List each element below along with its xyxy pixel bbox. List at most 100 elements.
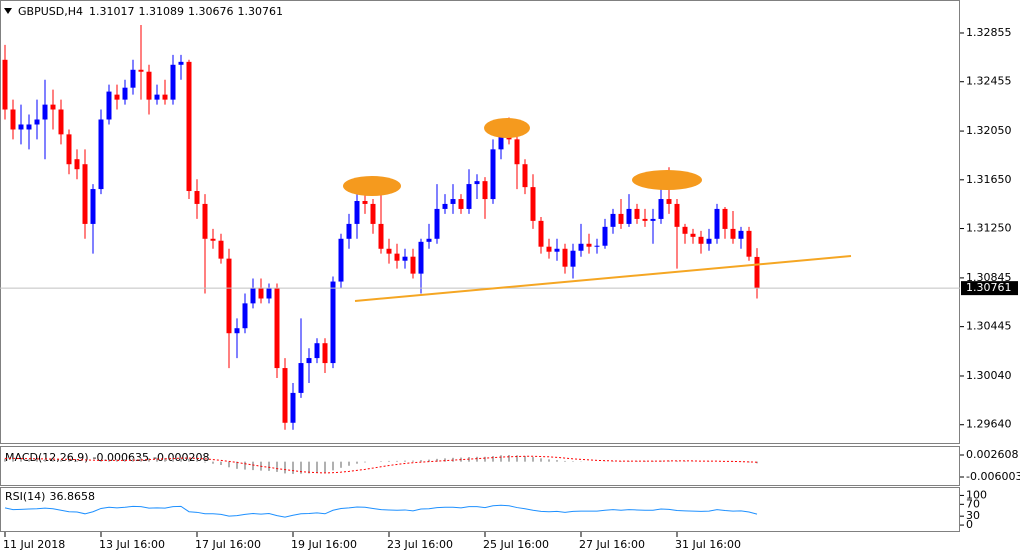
candle-body [234,328,240,334]
y-tick-label: 100 [966,488,987,501]
candle-body [170,64,176,100]
candle-body [586,243,592,247]
candle-body [26,124,32,130]
y-tick-label: 1.31250 [966,222,1012,235]
shoulder-ellipse [343,176,401,196]
candle-body [298,363,304,393]
rsi-panel-frame [0,487,960,532]
candle-body [562,248,568,267]
candle-body [306,358,312,364]
series-line [4,504,758,518]
x-tick-label: 31 Jul 16:00 [675,538,741,551]
candle-body [466,184,472,209]
close: 1.30761 [237,5,283,18]
candle-body [186,61,192,192]
candle-body [610,213,616,227]
candle-body [482,181,488,200]
candle-body [730,228,736,239]
y-tick-label: 1.32050 [966,124,1012,137]
candle-body [682,226,688,234]
trend-line [354,255,852,302]
head-ellipse [484,118,530,138]
candle-body [274,288,280,369]
candle-body [130,69,136,88]
candle-body [330,281,336,364]
candle-body [690,233,696,237]
candle-body [242,303,248,329]
candle-body [362,201,368,204]
y-tick-label: 1.30040 [966,369,1012,382]
candle-body [370,203,376,224]
candle-body [458,199,464,209]
candle-body [58,109,64,135]
series-line [5,455,758,474]
candle-body [450,199,456,204]
candle-body [754,256,760,289]
candle-body [218,240,224,259]
candle-body [570,250,576,267]
y-tick-label: 70 [966,497,980,510]
candle-body [74,159,80,170]
candle-body [178,61,184,65]
candle-body [42,104,48,120]
candle-body [290,392,296,423]
y-tick-label: 1.30845 [966,271,1012,284]
y-tick-label: 1.32455 [966,75,1012,88]
high: 1.31089 [138,5,184,18]
y-tick-label: 1.32855 [966,26,1012,39]
candle-body [650,218,656,221]
candle-body [194,191,200,204]
candle-body [666,199,672,204]
candle-body [378,223,384,249]
candle-body [626,208,632,224]
macd-title: MACD(12,26,9) [5,451,89,464]
candle-body [722,208,728,229]
candle-body [578,243,584,251]
frame [0,0,960,532]
candle-body [146,71,152,100]
y-tick-label: 1.31650 [966,173,1012,186]
candle-body [338,238,344,282]
candle-body [10,109,16,130]
candle-body [538,220,544,247]
y-tick-label: 0 [966,518,973,531]
candle-body [82,164,88,224]
y-tick-label: 0.002608 [966,448,1019,461]
candle-body [106,91,112,120]
candle-body [98,119,104,190]
x-tick-label: 17 Jul 16:00 [195,538,261,551]
candle-body [50,104,56,110]
candle-body [266,288,272,299]
candle-body [2,59,8,110]
candle-body [530,187,536,221]
candle-body [354,201,360,224]
x-tick-label: 27 Jul 16:00 [579,538,645,551]
candle-body [90,189,96,224]
collapse-arrow [4,8,12,14]
open: 1.31017 [89,5,135,18]
x-tick-label: 25 Jul 16:00 [483,538,549,551]
x-tick-label: 23 Jul 16:00 [387,538,453,551]
candle-body [426,238,432,242]
candle-body [594,245,600,247]
x-tick-label: 19 Jul 16:00 [291,538,357,551]
low: 1.30676 [188,5,234,18]
candle-body [514,139,520,165]
candle-body [738,230,744,239]
candle-body [282,368,288,423]
candle-body [202,203,208,239]
main-panel-frame [0,0,960,444]
candle-body [658,199,664,219]
candle-body [386,248,392,254]
price-label-box [961,281,1018,296]
candle-body [698,236,704,244]
candle-body [546,246,552,252]
macd-header: MACD(12,26,9) -0.000635 -0.000208 [5,451,209,464]
candle-body [394,253,400,261]
candle-body [18,124,24,130]
candle-body [674,203,680,227]
rsi-value: 36.8658 [49,490,95,503]
